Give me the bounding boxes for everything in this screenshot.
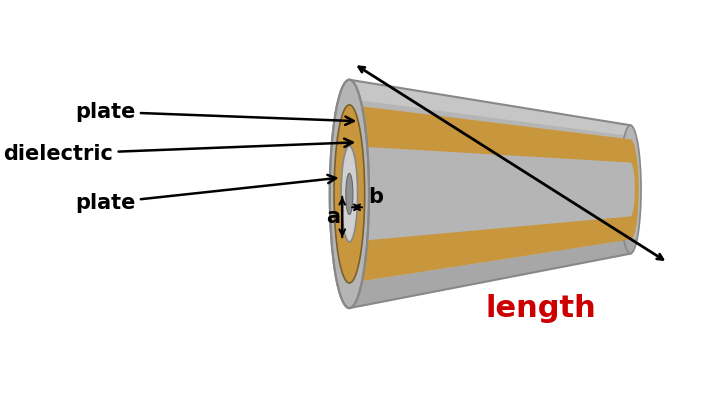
Text: a: a [326,207,340,227]
Ellipse shape [334,105,364,283]
Ellipse shape [341,146,357,242]
Polygon shape [349,105,639,283]
Ellipse shape [346,173,353,214]
Ellipse shape [619,125,641,253]
Polygon shape [349,239,637,308]
Polygon shape [349,80,637,137]
Text: b: b [368,187,383,207]
Text: plate: plate [75,175,336,213]
Polygon shape [349,146,635,242]
Text: dielectric: dielectric [3,139,352,164]
Ellipse shape [330,80,369,308]
Text: length: length [485,294,596,322]
Polygon shape [349,80,641,308]
Text: plate: plate [75,102,354,125]
